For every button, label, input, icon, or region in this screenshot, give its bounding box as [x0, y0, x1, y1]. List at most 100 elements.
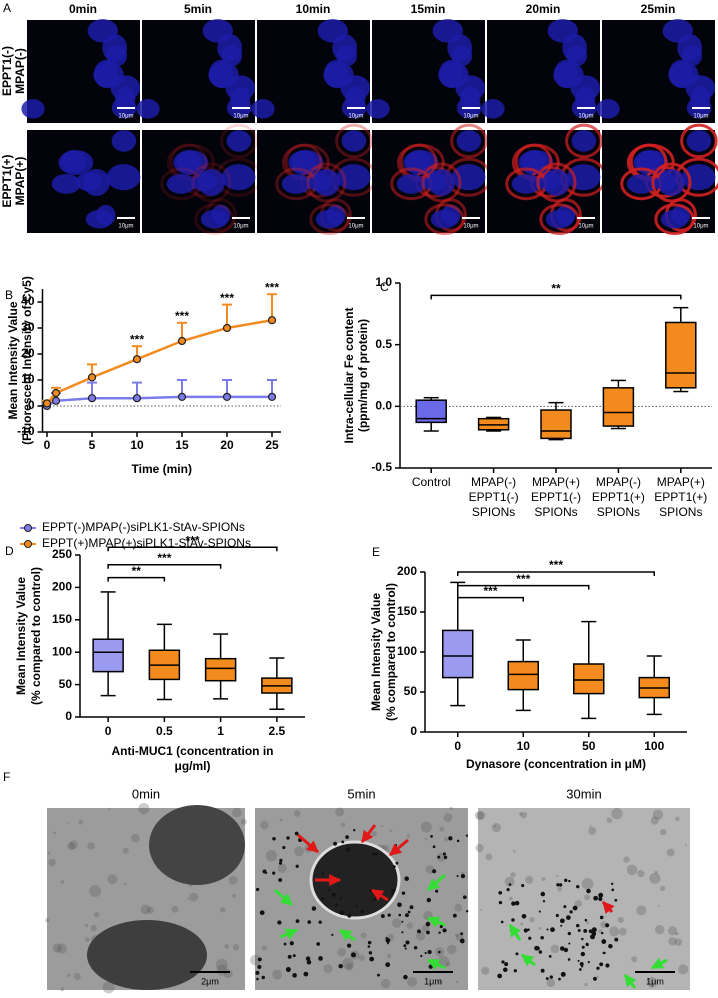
texture — [407, 976, 418, 987]
texture — [102, 981, 115, 994]
texture — [360, 932, 367, 939]
texture — [323, 964, 333, 974]
scale-bar-label: 10μm — [348, 224, 363, 230]
scale-bar-label: 1μm — [424, 976, 442, 986]
nucleus — [566, 164, 601, 191]
nanoparticle — [295, 864, 299, 868]
nanoparticle — [426, 897, 432, 903]
nanoparticle — [527, 928, 530, 931]
texture — [131, 833, 140, 843]
texture — [678, 964, 689, 975]
texture — [636, 905, 647, 916]
box — [573, 663, 605, 695]
nanoparticle — [279, 858, 283, 863]
nanoparticle — [575, 923, 580, 928]
nanoparticle — [596, 966, 600, 970]
data-point — [87, 394, 97, 403]
texture — [596, 975, 599, 978]
arrow — [297, 833, 319, 854]
nanoparticle — [257, 964, 262, 969]
nanoparticle — [614, 898, 618, 902]
texture — [491, 823, 501, 833]
nucleus — [566, 45, 588, 67]
x-tick-label: 25 — [265, 438, 279, 452]
nucleus — [451, 45, 473, 67]
series-line — [46, 318, 273, 405]
nucleus — [636, 150, 661, 173]
nanoparticle — [568, 942, 571, 945]
nanoparticle — [465, 909, 469, 913]
nanoparticle — [438, 950, 441, 954]
texture — [240, 818, 247, 825]
nanoparticle — [255, 887, 260, 892]
significance: *** — [549, 558, 563, 572]
texture — [337, 947, 346, 957]
nanoparticle — [409, 905, 414, 910]
nanoparticle — [560, 946, 565, 951]
texture — [508, 896, 513, 901]
y-axis-label: (% compared to control) — [29, 567, 43, 705]
nucleus — [571, 130, 597, 152]
significance-bracket — [107, 546, 278, 552]
nanoparticle — [345, 835, 349, 839]
texture — [449, 806, 453, 810]
texture — [606, 817, 613, 824]
significance-bracket — [457, 584, 590, 590]
texture — [89, 885, 102, 898]
nucleus — [545, 209, 574, 229]
nanoparticle — [460, 932, 464, 936]
arrow — [426, 916, 446, 928]
nanoparticle — [272, 837, 276, 841]
texture — [649, 872, 661, 884]
nanoparticle — [443, 855, 448, 860]
y-tick-label: 0.5 — [375, 337, 392, 351]
nanoparticle — [586, 888, 591, 894]
nanoparticle — [452, 913, 457, 918]
arrow — [279, 928, 299, 940]
nanoparticle — [513, 969, 517, 973]
texture — [93, 912, 100, 918]
texture — [598, 929, 603, 934]
panel-label: F — [3, 770, 10, 784]
nanoparticle — [435, 889, 439, 893]
nanoparticle — [563, 947, 569, 953]
nanoparticle — [587, 961, 590, 964]
data-point — [267, 392, 277, 401]
nanoparticle — [608, 943, 613, 949]
texture — [187, 897, 190, 900]
nanoparticle — [498, 890, 503, 895]
membrane-signal — [651, 162, 692, 203]
texture — [519, 812, 523, 816]
nanoparticle — [503, 967, 508, 973]
nanoparticle — [546, 928, 549, 931]
nucleus — [662, 19, 693, 43]
nucleus — [200, 209, 229, 229]
data-point — [222, 392, 232, 401]
texture — [69, 840, 78, 850]
texture — [494, 824, 497, 828]
texture — [513, 850, 516, 853]
texture — [660, 828, 667, 836]
texture — [47, 851, 51, 855]
x-tick-label: 50 — [582, 739, 596, 753]
significance: *** — [130, 332, 144, 346]
nanoparticle — [511, 901, 516, 906]
nanoparticle — [462, 895, 467, 900]
texture — [455, 980, 459, 984]
nucleus — [51, 173, 81, 194]
texture — [474, 811, 484, 821]
nanoparticle — [401, 931, 404, 934]
nanoparticle — [598, 892, 604, 898]
nanoparticle — [425, 921, 431, 927]
nucleus — [521, 150, 546, 173]
texture — [589, 825, 592, 828]
nanoparticle — [603, 952, 606, 955]
nanoparticle — [385, 937, 388, 940]
nanoparticle — [585, 942, 589, 946]
nucleus — [136, 99, 160, 119]
nanoparticle — [438, 931, 441, 934]
nanoparticle — [588, 929, 593, 934]
nucleus — [432, 19, 463, 43]
nanoparticle — [282, 845, 286, 850]
y-axis-label: Mean Intensity Value — [369, 593, 383, 711]
